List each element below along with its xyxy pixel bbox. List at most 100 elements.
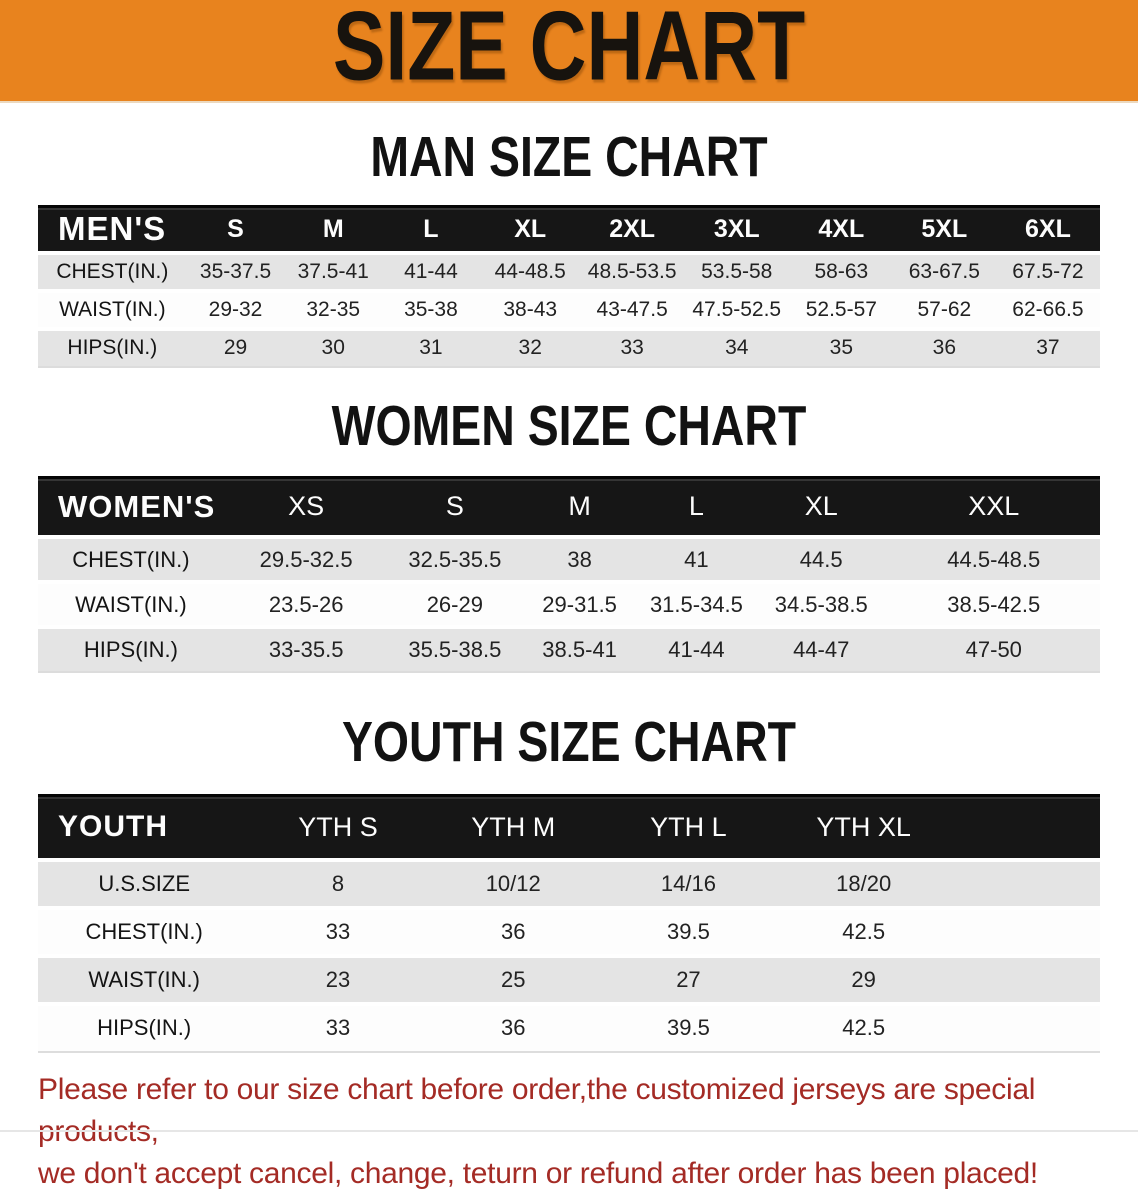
cell: 25 [425, 953, 601, 1004]
men-hips-row: HIPS(IN.) 29 30 31 32 33 34 35 36 37 [38, 326, 1100, 368]
cell: 14/16 [600, 857, 777, 908]
youth-section: YOUTH SIZE CHART [0, 710, 1138, 774]
cell: 34.5-38.5 [754, 580, 888, 627]
cell: 31 [382, 326, 480, 368]
youth-ussize-row: U.S.SIZE 8 10/12 14/16 18/20 [38, 857, 1100, 908]
spacer-cell [951, 1001, 1100, 1053]
cell: 34 [683, 326, 790, 368]
men-section-heading: MAN SIZE CHART [370, 125, 768, 189]
men-column-header: 2XL [580, 205, 684, 254]
men-table-corner-label: MEN'S [38, 205, 187, 254]
cell: 38-43 [479, 288, 581, 329]
spacer-cell [951, 905, 1100, 956]
men-column-header: 3XL [683, 205, 790, 254]
row-label: CHEST(IN.) [38, 250, 187, 291]
cell: 32 [479, 326, 581, 368]
youth-column-header: YTH M [425, 794, 601, 861]
cell: 53.5-58 [683, 250, 790, 291]
men-waist-row: WAIST(IN.) 29-32 32-35 35-38 38-43 43-47… [38, 288, 1100, 329]
men-column-header: M [284, 205, 383, 254]
row-label: CHEST(IN.) [38, 905, 251, 956]
spacer-cell [951, 794, 1100, 861]
youth-table-corner-label: YOUTH [38, 794, 251, 861]
cell: 35.5-38.5 [388, 625, 522, 673]
cell: 32.5-35.5 [388, 535, 522, 582]
cell: 44-48.5 [479, 250, 581, 291]
cell: 62-66.5 [995, 288, 1100, 329]
row-label: CHEST(IN.) [38, 535, 224, 582]
policy-note-line: we don't accept cancel, change, teturn o… [38, 1156, 1038, 1190]
men-column-header: S [186, 205, 285, 254]
men-column-header: XL [479, 205, 581, 254]
women-column-header: L [638, 475, 755, 539]
cell: 39.5 [600, 1001, 777, 1053]
cell: 30 [284, 326, 383, 368]
cell: 29 [186, 326, 285, 368]
cell: 52.5-57 [789, 288, 893, 329]
cell: 29-32 [186, 288, 285, 329]
cell: 36 [892, 326, 996, 368]
men-column-header: 6XL [995, 205, 1100, 254]
men-column-header: 4XL [789, 205, 893, 254]
cell: 37 [995, 326, 1100, 368]
cell: 23 [250, 953, 426, 1004]
cell: 31.5-34.5 [638, 580, 755, 627]
cell: 10/12 [425, 857, 601, 908]
size-chart-banner: SIZE CHART [0, 0, 1138, 103]
cell: 35-38 [382, 288, 480, 329]
cell: 42.5 [776, 1001, 952, 1053]
row-label: HIPS(IN.) [38, 326, 187, 368]
row-label: HIPS(IN.) [38, 1001, 251, 1053]
women-column-header: XXL [887, 475, 1100, 539]
youth-size-table: YOUTH YTH S YTH M YTH L YTH XL U.S.SIZE … [38, 794, 1100, 1053]
cell: 42.5 [776, 905, 952, 956]
youth-column-header: YTH S [250, 794, 426, 861]
women-column-header: XS [223, 475, 389, 539]
women-section-heading: WOMEN SIZE CHART [331, 394, 807, 457]
cell: 32-35 [284, 288, 383, 329]
page-title: SIZE CHART [332, 0, 806, 101]
women-column-header: M [521, 475, 639, 539]
row-label: U.S.SIZE [38, 857, 251, 908]
youth-hips-row: HIPS(IN.) 33 36 39.5 42.5 [38, 1001, 1100, 1053]
cell: 41 [638, 535, 755, 582]
cell: 58-63 [789, 250, 893, 291]
row-label: WAIST(IN.) [38, 288, 187, 329]
women-table-header-row: WOMEN'S XS S M L XL XXL [38, 475, 1100, 539]
policy-note-line: Please refer to our size chart before or… [38, 1072, 1036, 1148]
youth-section-heading: YOUTH SIZE CHART [341, 710, 797, 774]
cell: 26-29 [388, 580, 522, 627]
cell: 63-67.5 [892, 250, 996, 291]
row-label: WAIST(IN.) [38, 580, 224, 627]
men-column-header: L [382, 205, 480, 254]
row-label: HIPS(IN.) [38, 625, 224, 673]
cell: 35-37.5 [186, 250, 285, 291]
cell: 67.5-72 [995, 250, 1100, 291]
cell: 38.5-41 [521, 625, 639, 673]
cell: 33 [250, 1001, 426, 1053]
cell: 36 [425, 905, 601, 956]
cell: 48.5-53.5 [580, 250, 684, 291]
cell: 8 [250, 857, 426, 908]
cell: 41-44 [638, 625, 755, 673]
cell: 44-47 [754, 625, 888, 673]
women-column-header: S [388, 475, 522, 539]
women-section: WOMEN SIZE CHART [0, 394, 1138, 457]
cell: 44.5 [754, 535, 888, 582]
men-column-header: 5XL [892, 205, 996, 254]
cell: 47-50 [887, 625, 1100, 673]
youth-table-header-row: YOUTH YTH S YTH M YTH L YTH XL [38, 794, 1100, 861]
men-table-header-row: MEN'S S M L XL 2XL 3XL 4XL 5XL 6XL [38, 205, 1100, 254]
cell: 39.5 [600, 905, 777, 956]
men-size-table: MEN'S S M L XL 2XL 3XL 4XL 5XL 6XL CHEST… [38, 205, 1100, 368]
cell: 57-62 [892, 288, 996, 329]
spacer-cell [951, 953, 1100, 1004]
women-size-table: WOMEN'S XS S M L XL XXL CHEST(IN.) 29.5-… [38, 475, 1100, 673]
cell: 29 [776, 953, 952, 1004]
cell: 47.5-52.5 [683, 288, 790, 329]
cell: 41-44 [382, 250, 480, 291]
cell: 33-35.5 [223, 625, 389, 673]
cell: 44.5-48.5 [887, 535, 1100, 582]
cell: 29-31.5 [521, 580, 639, 627]
cell: 37.5-41 [284, 250, 383, 291]
